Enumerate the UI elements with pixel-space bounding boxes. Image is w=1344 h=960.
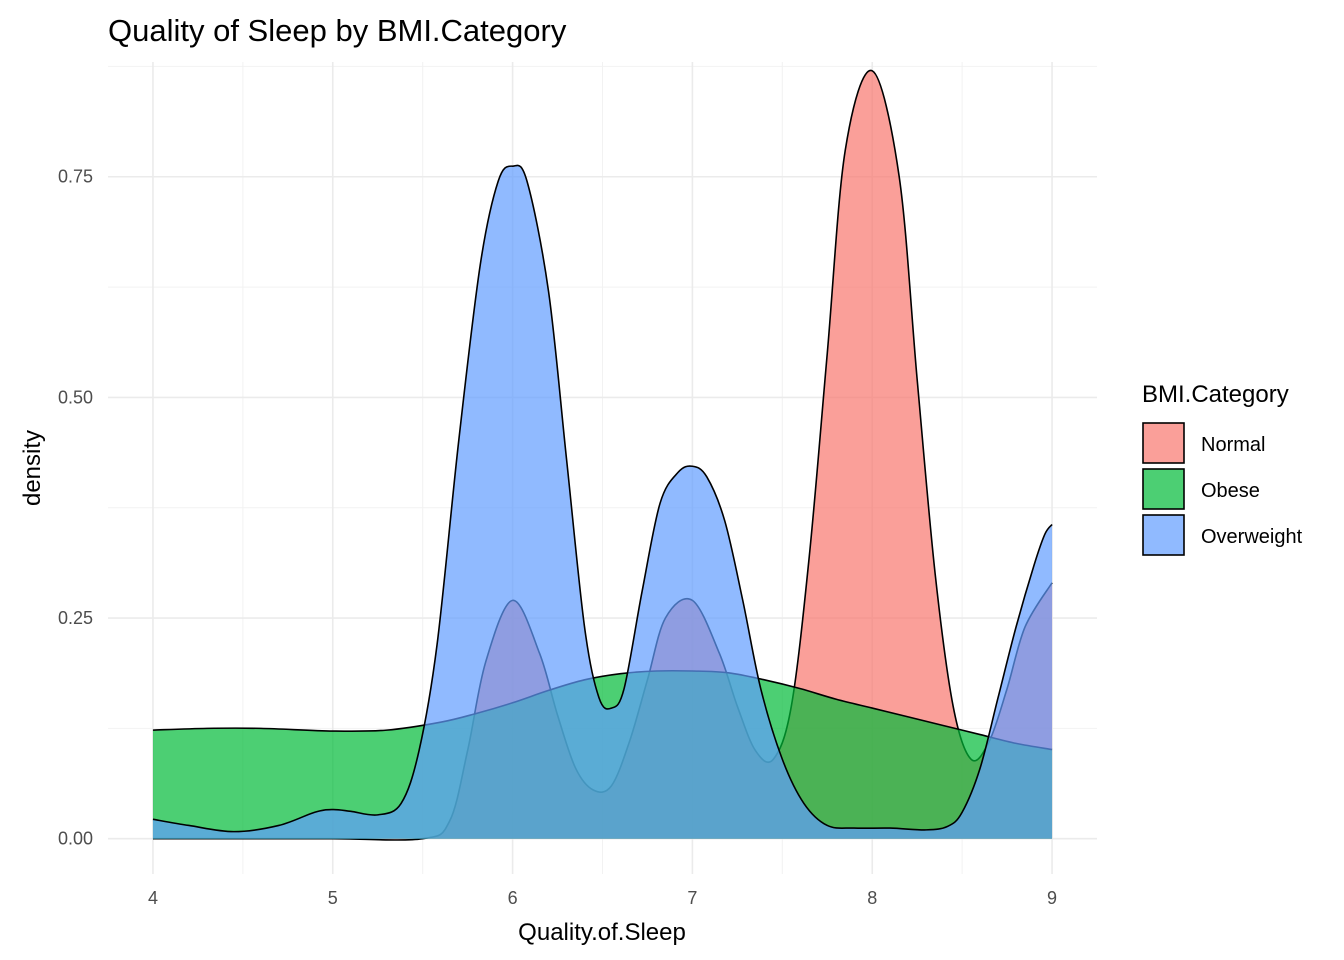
legend-label-obese: Obese [1201,480,1260,502]
y-tick-label: 0.75 [58,167,93,187]
density-areas [152,69,1053,841]
legend-key-overweight [1142,514,1185,556]
x-tick-label: 7 [687,888,697,908]
x-tick-label: 6 [508,888,518,908]
x-axis-ticks: 4 5 6 7 8 9 [148,888,1057,908]
chart-title: Quality of Sleep by BMI.Category [108,13,567,48]
legend-label-overweight: Overweight [1201,526,1303,548]
density-line-overweight [152,164,1053,833]
y-axis-ticks: 0.00 0.25 0.50 0.75 [58,167,93,849]
legend: BMI.Category Normal Obese Overweight [1142,381,1303,556]
x-tick-label: 9 [1047,888,1057,908]
legend-items: Normal Obese Overweight [1142,422,1303,556]
x-tick-label: 5 [328,888,338,908]
y-axis-title: density [19,430,46,506]
y-tick-label: 0.50 [58,387,93,407]
x-axis-title: Quality.of.Sleep [518,919,686,946]
legend-title: BMI.Category [1142,381,1289,408]
density-area-normal [152,70,1053,841]
legend-key-normal [1142,422,1185,464]
legend-key-obese [1142,468,1185,510]
y-tick-label: 0.25 [58,608,93,628]
x-tick-label: 8 [867,888,877,908]
x-tick-label: 4 [148,888,158,908]
legend-label-normal: Normal [1201,434,1265,456]
y-tick-label: 0.00 [58,829,93,849]
